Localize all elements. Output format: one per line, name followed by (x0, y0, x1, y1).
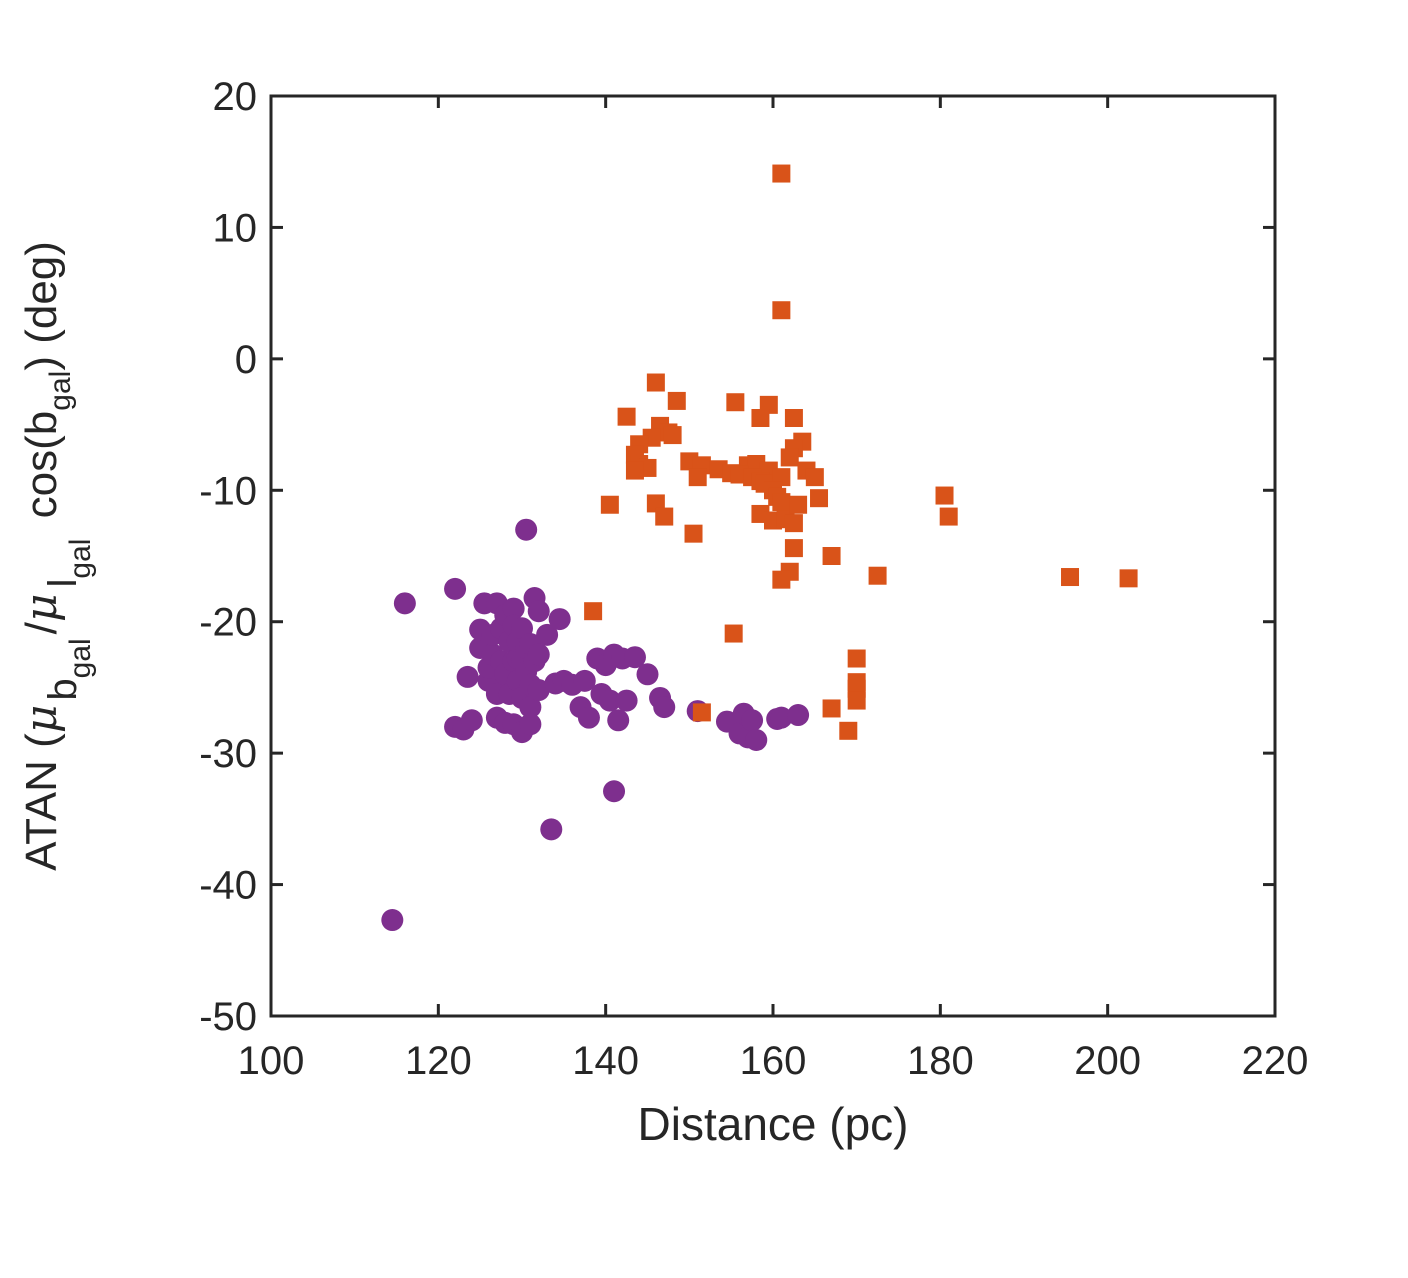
data-point-square (584, 602, 603, 621)
y-tick-label: -30 (199, 732, 257, 776)
data-point-square (772, 493, 791, 512)
y-label-subsub-gal-2: gal (64, 539, 97, 579)
x-tick-label: 140 (572, 1039, 639, 1083)
data-point-square (822, 699, 841, 718)
data-point-circle (527, 600, 550, 623)
data-point-square (625, 461, 644, 480)
axis-ticks: 100 120 140 160 180 200 22020100-10-20-30-40-5… (199, 75, 1308, 1083)
data-point-square (1119, 569, 1138, 588)
data-point-circle (770, 706, 793, 729)
data-point-circle (536, 623, 559, 646)
data-point-circle (787, 704, 810, 727)
data-point-square (847, 649, 866, 668)
data-point-square (655, 507, 674, 526)
data-point-circle (598, 689, 621, 712)
data-point-square (789, 495, 808, 514)
data-point-square (784, 514, 803, 533)
y-tick-label: 10 (213, 206, 258, 250)
data-point-square (617, 407, 636, 426)
data-point-square (810, 489, 829, 508)
data-point-square (784, 539, 803, 558)
data-point-circle (381, 909, 404, 932)
y-label-prefix: ATAN ( (17, 733, 66, 871)
y-label-suffix: ) (deg) (17, 241, 66, 371)
y-axis-label: ATAN (μbgal/μlgal cos(bgal) (deg) (16, 241, 97, 871)
y-tick-label: 20 (213, 75, 258, 119)
data-point-square (805, 468, 824, 487)
data-point-circle (548, 608, 571, 631)
series-circle (381, 518, 810, 932)
y-tick-label: -40 (199, 864, 257, 908)
y-label-sub-l: l (41, 579, 85, 588)
data-point-square (939, 507, 958, 526)
x-tick-label: 200 (1074, 1039, 1141, 1083)
data-point-square (772, 570, 791, 589)
data-point-square (684, 524, 703, 543)
data-point-circle (527, 643, 550, 666)
data-point-circle (527, 679, 550, 702)
y-label-mu-2: μ (16, 593, 67, 622)
data-point-circle (623, 646, 646, 669)
data-point-circle (540, 818, 563, 841)
data-point-circle (615, 689, 638, 712)
data-point-square (724, 624, 743, 643)
data-point-square (822, 547, 841, 565)
y-label-subsub-gal-1: gal (64, 638, 97, 678)
x-tick-label: 180 (907, 1039, 974, 1083)
x-tick-label: 120 (405, 1039, 472, 1083)
data-point-circle (502, 597, 525, 620)
series-square (584, 164, 1138, 740)
data-point-circle (577, 706, 600, 729)
data-point-circle (603, 780, 626, 803)
y-label-cos: cos(b (17, 411, 66, 531)
data-point-square (751, 409, 770, 427)
data-point-circle (741, 709, 764, 732)
data-point-square (772, 164, 791, 183)
data-point-circle (456, 665, 479, 688)
data-point-circle (745, 729, 768, 751)
y-label-sub-b: b (41, 678, 85, 700)
svg-text:ATAN (μbgal/μlgal cos(bgal) (: ATAN (μbgal/μlgal cos(bgal) (deg) (16, 241, 97, 871)
data-point-square (600, 495, 619, 514)
y-tick-label: -50 (199, 995, 257, 1039)
data-point-circle (519, 696, 542, 719)
data-point-circle (444, 577, 467, 600)
data-point-circle (573, 669, 596, 692)
data-point-circle (460, 709, 483, 732)
data-point-circle (515, 518, 538, 541)
data-point-square (726, 393, 745, 412)
x-tick-label: 220 (1242, 1039, 1309, 1083)
data-points (381, 164, 1138, 932)
data-point-circle (636, 663, 659, 686)
data-point-square (772, 301, 791, 320)
data-point-circle (653, 696, 676, 719)
x-tick-label: 160 (740, 1039, 807, 1083)
data-point-square (667, 391, 686, 410)
data-point-circle (607, 709, 630, 732)
data-point-square (646, 373, 665, 392)
y-label-mu-1: μ (16, 705, 67, 734)
data-point-square (784, 409, 803, 427)
data-point-square (780, 448, 799, 467)
data-point-square (688, 468, 707, 487)
data-point-square (1061, 568, 1080, 587)
data-point-circle (393, 592, 416, 615)
data-point-square (663, 426, 682, 445)
data-point-square (868, 566, 887, 585)
y-tick-label: -20 (199, 601, 257, 645)
plot-area-frame (269, 94, 1277, 1018)
y-tick-label: 0 (235, 338, 257, 382)
data-point-circle (519, 713, 542, 736)
x-tick-label: 100 (238, 1039, 305, 1083)
data-point-square (847, 691, 866, 710)
y-label-cos-sub-gal: gal (44, 371, 77, 411)
y-label-slash: / (17, 621, 66, 634)
data-point-square (692, 703, 711, 722)
data-point-square (839, 721, 858, 740)
data-point-square (935, 486, 954, 505)
x-axis-label: Distance (pc) (638, 1098, 909, 1150)
y-tick-label: -10 (199, 469, 257, 513)
